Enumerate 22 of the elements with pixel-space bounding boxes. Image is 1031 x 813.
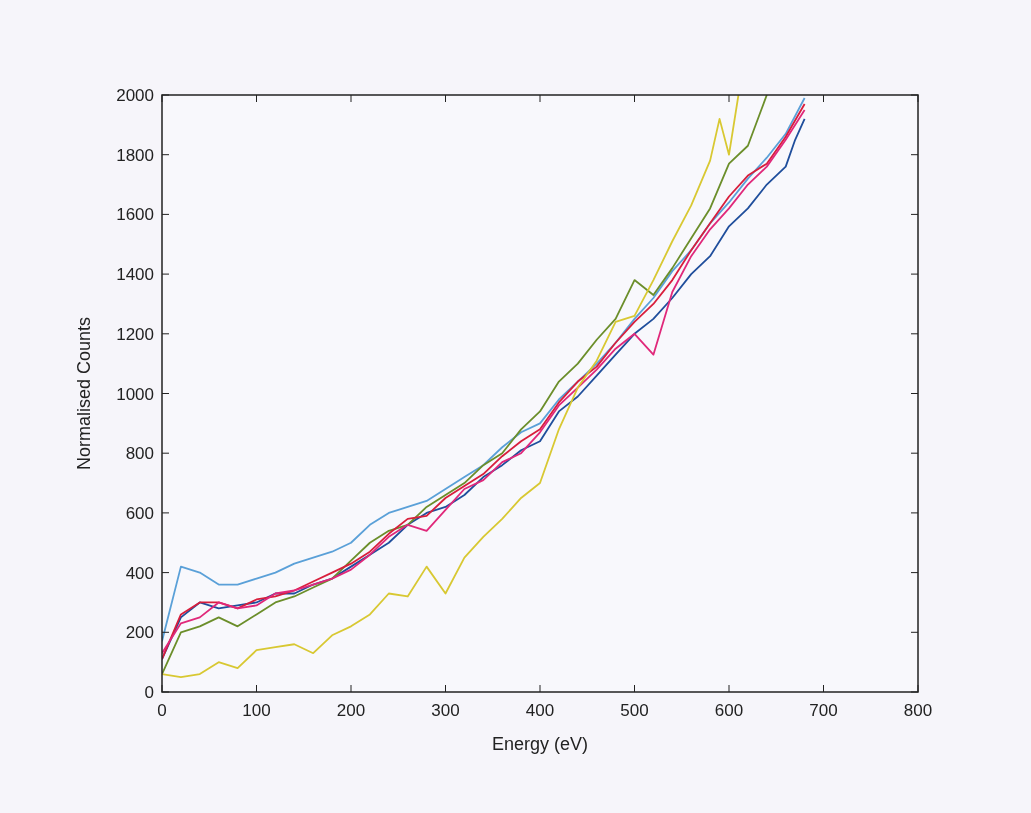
y-tick-label: 1200: [116, 324, 154, 344]
x-tick-label: 600: [714, 701, 744, 720]
y-tick-label: 400: [125, 563, 154, 583]
y-tick-label: 600: [125, 503, 154, 523]
x-tick-label: 500: [620, 701, 649, 720]
x-tick-label: 100: [242, 701, 271, 720]
x-tick-label: 400: [525, 701, 555, 720]
y-tick-label: 1000: [116, 384, 154, 404]
y-axis-title: Normalised Counts: [74, 316, 94, 471]
y-tick-label: 800: [125, 444, 154, 464]
x-tick-label: 200: [336, 701, 366, 720]
y-tick-label: 1600: [116, 205, 154, 225]
x-tick-label: 300: [431, 701, 460, 720]
y-tick-label: 200: [125, 623, 154, 643]
x-tick-label: 800: [903, 701, 933, 720]
y-tick-label: 1400: [116, 265, 154, 285]
x-tick-label: 700: [809, 701, 838, 720]
y-tick-label: 1800: [116, 145, 154, 165]
y-tick-label: 2000: [116, 86, 154, 105]
y-tick-label: 0: [144, 683, 154, 702]
x-axis-title: Energy (eV): [491, 734, 589, 754]
x-tick-label: 0: [157, 701, 167, 720]
